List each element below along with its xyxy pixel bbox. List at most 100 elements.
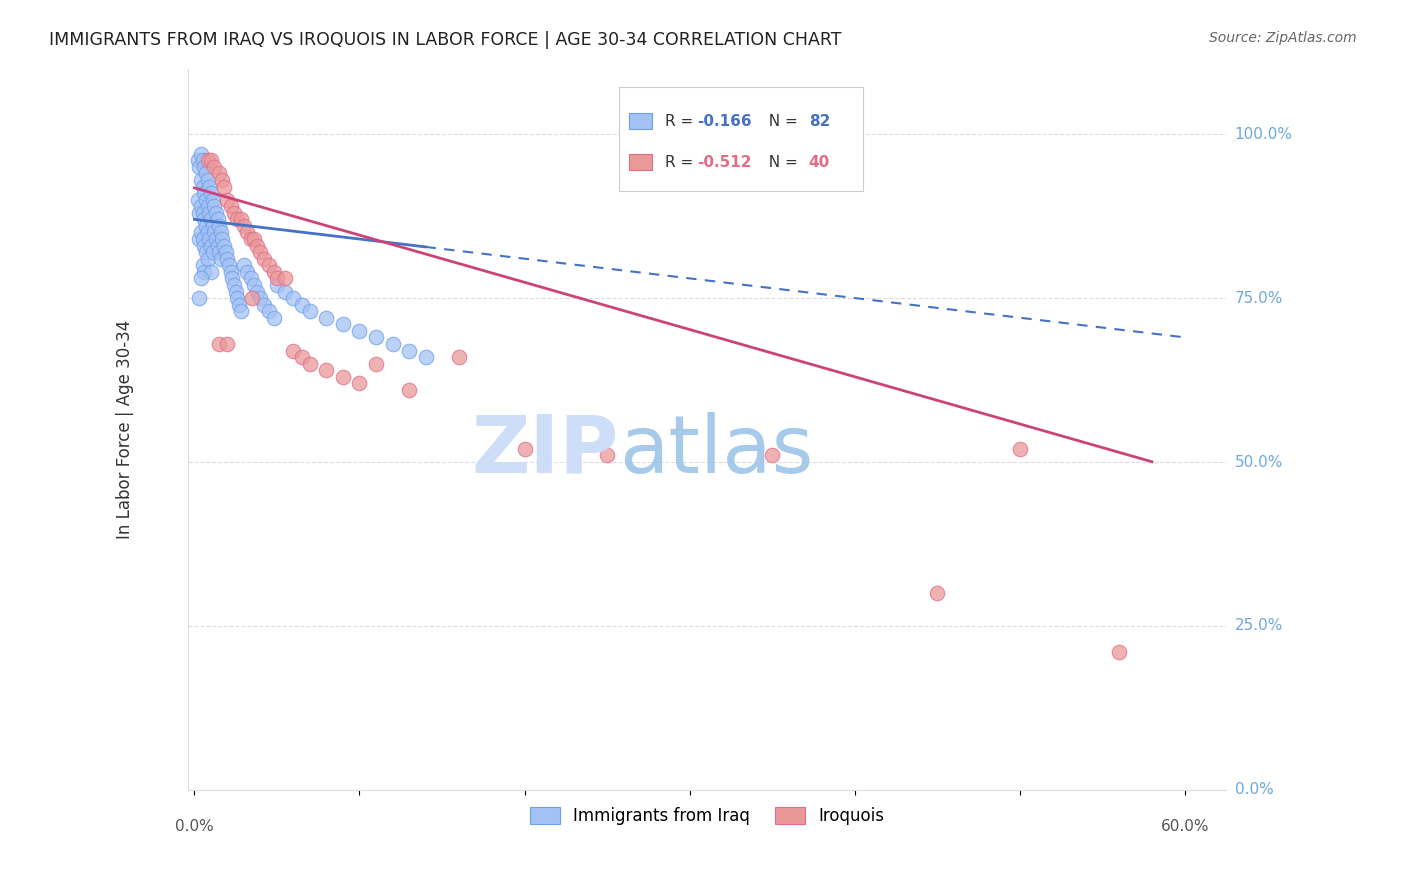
Point <box>315 363 337 377</box>
Point <box>207 238 229 252</box>
Point <box>253 252 276 266</box>
Point <box>283 343 305 358</box>
Point <box>198 179 221 194</box>
Text: 100.0%: 100.0% <box>1234 127 1292 142</box>
Point <box>208 219 231 233</box>
Point <box>222 277 245 292</box>
Point <box>188 232 211 246</box>
Point <box>222 206 245 220</box>
Point <box>202 226 225 240</box>
Point <box>201 193 224 207</box>
Point <box>215 245 238 260</box>
Point <box>208 166 231 180</box>
Point <box>513 442 536 456</box>
Point <box>197 252 219 266</box>
Point <box>239 232 262 246</box>
Point <box>266 271 288 285</box>
Point <box>200 212 222 227</box>
Text: R =: R = <box>665 155 699 169</box>
Point <box>257 258 280 272</box>
Point <box>200 238 222 252</box>
Point <box>197 226 219 240</box>
FancyBboxPatch shape <box>628 154 652 170</box>
Point <box>209 226 232 240</box>
Point <box>398 343 420 358</box>
Point <box>274 285 297 299</box>
Point <box>257 304 280 318</box>
Point <box>218 258 240 272</box>
Point <box>221 271 243 285</box>
Point <box>364 357 387 371</box>
Point <box>193 212 215 227</box>
Point <box>243 277 266 292</box>
FancyBboxPatch shape <box>628 113 652 129</box>
Point <box>190 146 212 161</box>
Point <box>197 153 219 168</box>
Text: In Labor Force | Age 30-34: In Labor Force | Age 30-34 <box>117 319 135 539</box>
Point <box>266 277 288 292</box>
Point <box>274 271 297 285</box>
Point <box>332 369 354 384</box>
Point <box>236 226 259 240</box>
Point <box>249 291 271 305</box>
Point <box>208 337 231 351</box>
Point <box>596 449 619 463</box>
Point <box>208 245 231 260</box>
Point <box>190 199 212 213</box>
Point <box>193 160 215 174</box>
Point <box>298 304 321 318</box>
Point <box>239 271 262 285</box>
Point <box>1008 442 1031 456</box>
Text: IMMIGRANTS FROM IRAQ VS IROQUOIS IN LABOR FORCE | AGE 30-34 CORRELATION CHART: IMMIGRANTS FROM IRAQ VS IROQUOIS IN LABO… <box>49 31 842 49</box>
Legend: Immigrants from Iraq, Iroquois: Immigrants from Iraq, Iroquois <box>523 801 891 832</box>
Text: 0.0%: 0.0% <box>1234 782 1274 797</box>
Point <box>187 153 209 168</box>
Text: R =: R = <box>665 113 699 128</box>
Point <box>236 265 259 279</box>
Point <box>1108 645 1130 659</box>
Point <box>200 153 222 168</box>
Text: 40: 40 <box>808 155 830 169</box>
Point <box>249 245 271 260</box>
Point <box>191 232 214 246</box>
Text: N =: N = <box>759 113 803 128</box>
Point <box>190 271 212 285</box>
Text: Source: ZipAtlas.com: Source: ZipAtlas.com <box>1209 31 1357 45</box>
Point <box>190 226 212 240</box>
Point <box>205 232 228 246</box>
Point <box>187 193 209 207</box>
Point <box>198 206 221 220</box>
Point <box>298 357 321 371</box>
Point <box>927 586 949 600</box>
Point <box>291 297 314 311</box>
Point <box>219 265 242 279</box>
Point <box>349 376 371 391</box>
Point <box>194 193 217 207</box>
Point <box>315 310 337 325</box>
Point <box>197 199 219 213</box>
Point <box>209 252 232 266</box>
Text: -0.512: -0.512 <box>696 155 751 169</box>
Point <box>193 238 215 252</box>
Point <box>364 330 387 344</box>
Point <box>263 310 285 325</box>
Point <box>188 160 211 174</box>
Point <box>202 160 225 174</box>
Point <box>211 232 233 246</box>
Point <box>415 350 437 364</box>
Point <box>217 337 239 351</box>
Text: -0.166: -0.166 <box>696 113 751 128</box>
Text: 0.0%: 0.0% <box>174 819 214 834</box>
Point <box>217 252 239 266</box>
Point <box>194 219 217 233</box>
Point <box>219 199 242 213</box>
Point <box>246 238 269 252</box>
Point <box>201 219 224 233</box>
Point <box>191 206 214 220</box>
Text: 60.0%: 60.0% <box>1161 819 1209 834</box>
Point <box>381 337 404 351</box>
Text: 75.0%: 75.0% <box>1234 291 1282 306</box>
Point <box>283 291 305 305</box>
Text: 82: 82 <box>808 113 830 128</box>
Point <box>211 173 233 187</box>
